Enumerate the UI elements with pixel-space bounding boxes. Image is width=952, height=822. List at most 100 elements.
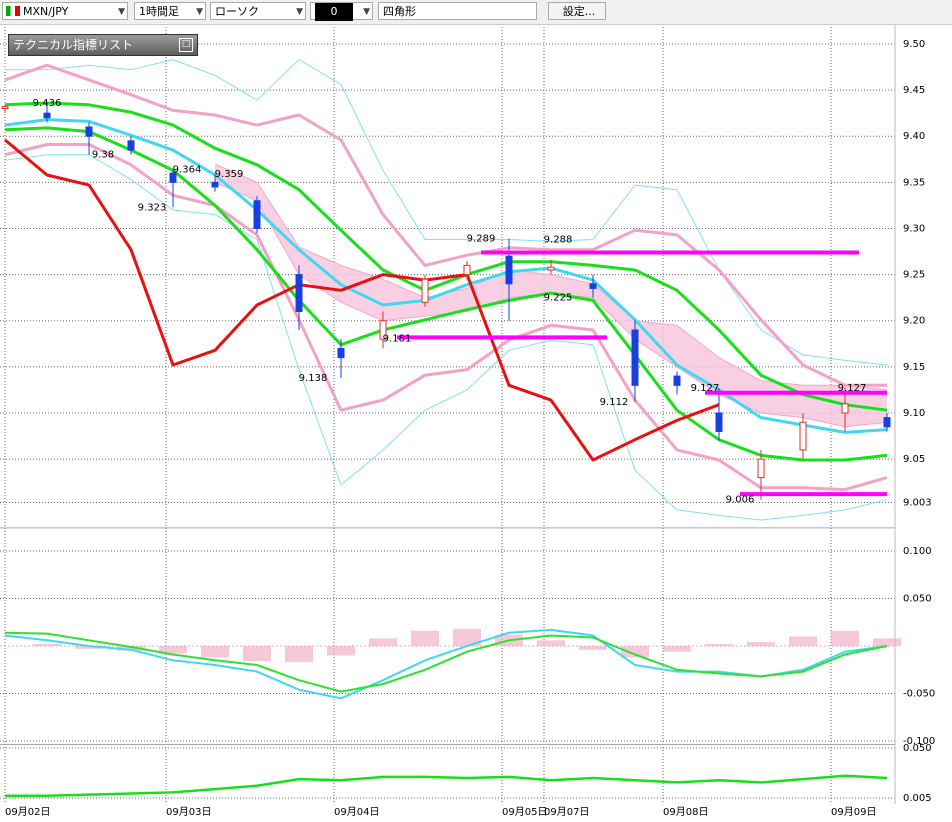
- candle-body: [463, 264, 471, 276]
- style-select[interactable]: ローソク ▼: [210, 2, 306, 20]
- timeframe: 1時間足: [139, 5, 179, 18]
- indicator-line: [4, 154, 888, 521]
- histogram-bar: [453, 628, 481, 646]
- y-tick-label: 9.50: [903, 39, 925, 50]
- price-annotation: 9.181: [383, 333, 412, 344]
- histogram-bar: [285, 646, 313, 663]
- histogram-bar: [117, 646, 145, 651]
- candle-body: [631, 329, 639, 386]
- x-tick-label: 09月05日: [502, 806, 547, 818]
- candle-body: [43, 112, 51, 119]
- x-tick-label: 09月03日: [166, 806, 211, 818]
- price-annotation: 9.289: [467, 234, 496, 245]
- histogram-bar: [327, 646, 355, 656]
- x-tick-label: 09月02日: [5, 806, 50, 818]
- histogram-bar: [579, 646, 607, 650]
- histogram-bar: [873, 638, 901, 646]
- x-tick-label: 09月09日: [831, 806, 876, 818]
- indicator-line: [4, 118, 888, 434]
- y-tick-label: -0.050: [903, 689, 935, 700]
- candle-body: [757, 458, 765, 479]
- price-annotation: 9.359: [215, 169, 244, 180]
- histogram-bar: [789, 636, 817, 646]
- candle-body: [253, 200, 261, 229]
- price-annotation: 9.138: [299, 373, 328, 384]
- settings-button[interactable]: 設定...: [548, 2, 606, 20]
- candle-body: [841, 403, 849, 414]
- histogram-bar: [33, 644, 61, 646]
- dropdown-arrow: ▼: [118, 7, 125, 17]
- histogram-bar: [537, 640, 565, 646]
- indicator-line: [5, 59, 888, 366]
- price-annotation: 9.364: [173, 164, 202, 175]
- histogram-bar: [747, 642, 775, 646]
- y-tick-label: 0.050: [903, 594, 932, 605]
- macd-line: [4, 631, 888, 693]
- candle-body: [1, 106, 9, 110]
- x-tick-label: 09月08日: [663, 806, 708, 818]
- candle-body: [421, 278, 429, 303]
- histogram-bar: [705, 644, 733, 646]
- width-select[interactable]: 0 ▼: [310, 2, 373, 21]
- candle-body: [547, 266, 555, 271]
- histogram-bar: [243, 646, 271, 662]
- price-annotation: 9.323: [138, 202, 167, 213]
- histogram-bar: [75, 646, 103, 649]
- histogram-bar: [831, 630, 859, 646]
- price-annotation: 9.127: [838, 383, 867, 394]
- dropdown-arrow: ▼: [363, 7, 370, 17]
- x-tick-label: 09月04日: [334, 806, 379, 818]
- y-tick-label: 9.40: [903, 131, 925, 142]
- timeframe-select[interactable]: 1時間足 ▼: [134, 2, 206, 20]
- candle-body: [337, 347, 345, 359]
- y-tick-label: 0.100: [903, 546, 932, 557]
- price-annotation: 9.288: [544, 235, 573, 246]
- candle-body: [505, 255, 513, 285]
- price-annotation: 9.127: [691, 383, 720, 394]
- flag-icon: [6, 6, 20, 16]
- y-tick-label: 9.45: [903, 85, 925, 96]
- y-tick-label: 0.005: [903, 793, 932, 804]
- chart-style: ローソク: [215, 5, 259, 18]
- symbol-select[interactable]: MXN/JPY ▼: [2, 2, 128, 20]
- histogram-bar: [369, 638, 397, 646]
- toolbar: MXN/JPY ▼ 1時間足 ▼ ローソク ▼ 0 ▼ 四角形 設定...: [0, 0, 952, 25]
- price-annotation: 9.38: [92, 150, 114, 161]
- y-tick-label: 9.25: [903, 270, 925, 281]
- indicator-line: [5, 774, 888, 797]
- price-annotation: 9.006: [726, 495, 755, 506]
- shape: 四角形: [383, 5, 416, 18]
- candle-body: [169, 172, 177, 183]
- y-tick-label: 9.15: [903, 362, 925, 373]
- candle-body: [715, 412, 723, 432]
- shape-select[interactable]: 四角形: [378, 2, 537, 20]
- collapse-icon[interactable]: □: [179, 38, 193, 52]
- candle-body: [85, 126, 93, 137]
- candle-body: [799, 421, 807, 451]
- settings: 設定...: [562, 5, 596, 18]
- price-annotation: 9.436: [33, 98, 62, 109]
- histogram-bar: [621, 646, 649, 658]
- candle-body: [379, 320, 387, 340]
- indicator-line: [4, 143, 888, 492]
- indicator-list[interactable]: テクニカル指標リスト □: [8, 34, 198, 56]
- candle-body: [883, 417, 891, 428]
- y-tick-label: 9.30: [903, 223, 925, 234]
- histogram-bar: [663, 646, 691, 652]
- indicator-line: [4, 138, 720, 462]
- dropdown-arrow: ▼: [196, 7, 203, 17]
- dropdown-arrow: ▼: [296, 7, 303, 17]
- y-tick-label: 9.35: [903, 177, 925, 188]
- histogram-bar: [411, 630, 439, 646]
- indicator-line: [4, 101, 888, 412]
- candle-body: [211, 181, 219, 188]
- candle-body: [127, 140, 135, 151]
- symbol: MXN/JPY: [23, 5, 69, 18]
- y-tick-label: 9.10: [903, 408, 925, 419]
- indicator-line: [4, 63, 887, 387]
- price-annotation: 9.225: [544, 293, 573, 304]
- y-tick-label: 9.003: [903, 497, 932, 508]
- candle-body: [673, 375, 681, 386]
